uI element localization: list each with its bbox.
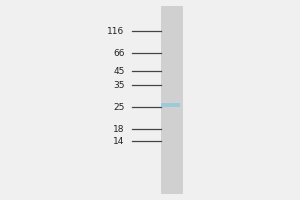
- Text: 25: 25: [113, 102, 124, 112]
- Text: 18: 18: [113, 124, 124, 134]
- Bar: [160, 103, 180, 107]
- Text: 35: 35: [113, 81, 124, 90]
- Text: 45: 45: [113, 66, 124, 75]
- Text: 116: 116: [107, 26, 124, 36]
- Bar: [160, 6, 183, 194]
- Text: 66: 66: [113, 48, 124, 58]
- Text: 14: 14: [113, 136, 124, 146]
